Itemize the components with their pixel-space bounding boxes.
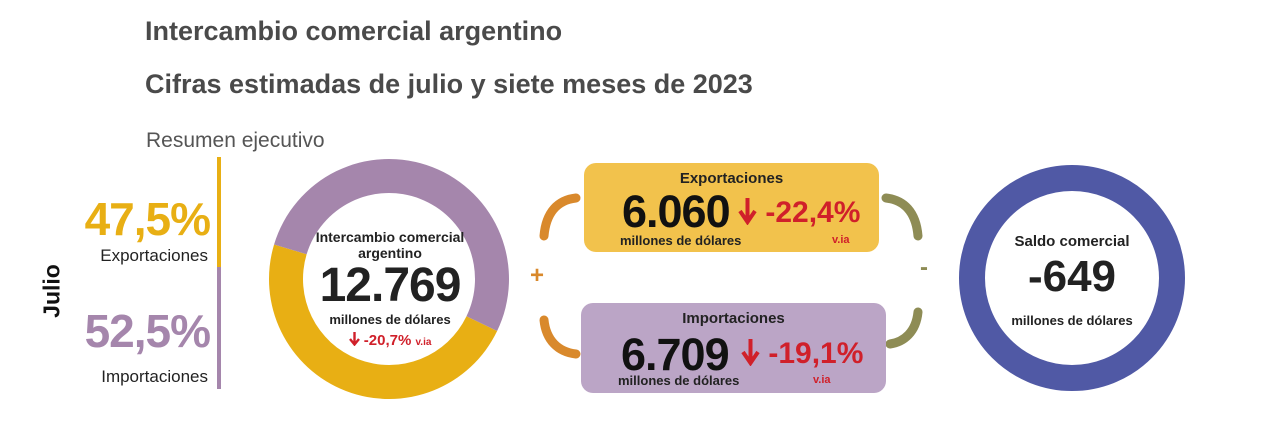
balance-value: -649 [1027,252,1117,301]
minus-bracket-top [881,193,923,241]
donut-variation: -20,7% v.ia [312,331,468,349]
exports-share-value: 47,5% [84,193,211,245]
donut-slice-exportaciones [268,244,498,400]
plus-operator: + [530,262,545,289]
imports-variation-value: -19,1% [768,337,864,370]
arrow-down-icon [738,198,757,226]
donut-unit: millones de dólares [329,311,451,327]
balance-ring-circle [959,165,1185,391]
plus-bracket-bottom [539,315,581,359]
balance-ring [959,165,1185,391]
imports-variation: -19,1% [741,338,863,369]
operation-brackets [539,193,923,359]
imports-card: Importaciones 6.709 -19,1% millones de d… [581,303,886,393]
exports-card-title: Exportaciones [679,170,784,187]
section-label: Resumen ejecutivo [146,129,325,152]
plus-bracket-top [539,193,581,241]
exports-share-label: Exportaciones [100,246,208,265]
exports-unit: millones de dólares [620,233,742,248]
exports-card: Exportaciones 6.060 -22,4% millones de d… [584,163,879,252]
balance-unit: millones de dólares [1011,312,1133,328]
arrow-down-icon [348,331,360,346]
donut-variation-suffix: v.ia [415,336,432,348]
page-subtitle: Cifras estimadas de julio y siete meses … [145,69,753,99]
period-label: Julio [38,264,65,318]
donut-total-value: 12.769 [319,259,462,313]
minus-bracket-bottom [885,307,923,349]
imports-share-label: Importaciones [101,367,208,386]
imports-variation-suffix: v.ia [813,374,831,386]
imports-unit: millones de dólares [618,373,740,388]
imports-share-bar [217,267,221,389]
donut-center: Intercambio comercial argentino 12.769 m… [312,229,468,349]
balance-title: Saldo comercial [1014,233,1130,250]
exports-variation: -22,4% [738,197,860,228]
imports-card-title: Importaciones [682,310,785,327]
page-title: Intercambio comercial argentino [145,16,563,46]
balance-center: Saldo comercial -649 millones de dólares [992,233,1152,328]
exports-variation-value: -22,4% [765,196,861,229]
imports-share-value: 52,5% [84,305,211,357]
exports-share-bar [217,157,221,267]
trade-donut-chart [268,159,509,400]
exports-variation-suffix: v.ia [832,234,850,246]
exports-value: 6.060 [622,186,731,237]
donut-slice-importaciones [274,159,509,332]
donut-title: Intercambio comercial argentino [315,229,465,262]
arrow-down-icon [741,339,760,367]
donut-variation-value: -20,7% [363,331,412,349]
imports-value: 6.709 [621,329,730,380]
minus-operator: - [920,254,928,281]
